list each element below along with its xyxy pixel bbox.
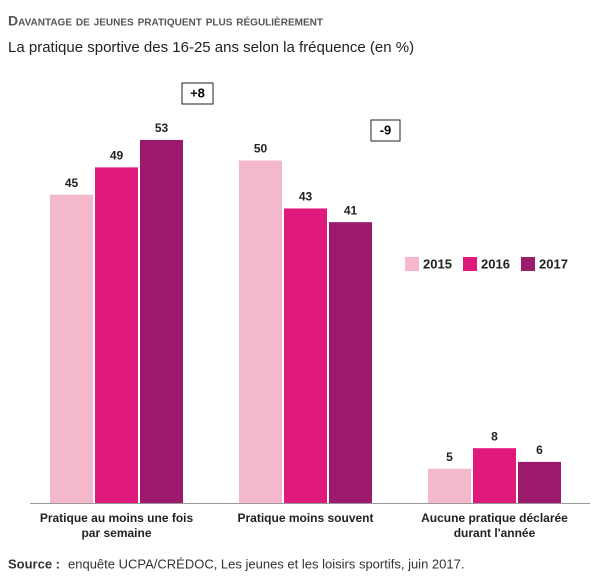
category-label: Pratique moins souvent [237,511,374,525]
chart-subtitle: La pratique sportive des 16-25 ans selon… [8,39,414,56]
value-label: 43 [299,190,313,204]
annotation: +8 [190,85,205,100]
value-label: 41 [344,203,358,217]
legend-label: 2017 [539,256,568,271]
value-label: 6 [536,443,543,457]
annotation-box [181,82,214,105]
value-label: 45 [65,176,79,190]
legend-swatch [405,257,419,271]
source-label: Source : [8,556,60,571]
bar [239,160,282,503]
bar [428,468,471,503]
value-label: 53 [155,121,169,135]
category-label: Pratique au moins une fois par semaine [39,511,194,540]
bar [329,222,372,503]
legend-label: 2015 [423,256,452,271]
value-label: 8 [491,429,498,443]
bar [50,194,93,503]
value-label: 50 [254,142,268,156]
legend-label: 2016 [481,256,510,271]
value-label: 49 [110,149,124,163]
value-label: 5 [446,450,453,464]
bar [95,167,138,503]
bar [473,448,516,503]
bar [284,208,327,503]
legend-swatch [521,257,535,271]
legend-swatch [463,257,477,271]
annotation-box [370,119,401,142]
category-label: Aucune pratique déclarée durant l'année [421,511,568,540]
bar [518,461,561,503]
bar [140,139,183,503]
chart-title: Davantage de jeunes pratiquent plus régu… [8,13,323,29]
source: enquête UCPA/CRÉDOC, Les jeunes et les l… [68,556,464,571]
annotation: -9 [380,122,392,137]
